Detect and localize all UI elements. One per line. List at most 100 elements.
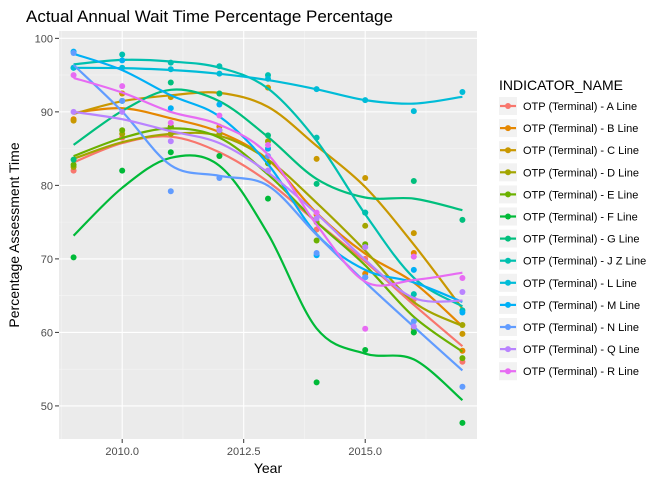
data-point — [119, 51, 126, 58]
data-point — [70, 254, 77, 261]
data-point — [119, 97, 126, 104]
data-point — [362, 244, 369, 251]
data-point — [167, 105, 174, 112]
data-point — [459, 419, 466, 426]
legend-item: OTP (Terminal) - A Line — [499, 97, 637, 115]
data-point — [313, 250, 320, 257]
legend-label: OTP (Terminal) - E Line — [523, 189, 638, 201]
data-point — [167, 149, 174, 156]
y-tick-label: 100 — [35, 33, 53, 45]
series-6 — [70, 149, 466, 426]
legend-label: OTP (Terminal) - A Line — [523, 101, 637, 113]
series-12 — [70, 108, 466, 330]
data-point — [70, 161, 77, 168]
data-point — [410, 253, 417, 260]
legend-key-point — [505, 346, 511, 353]
series-13 — [70, 72, 466, 332]
data-point — [410, 318, 417, 325]
data-point — [410, 329, 417, 336]
legend-key-point — [505, 213, 511, 220]
legend-item: OTP (Terminal) - B Line — [499, 119, 638, 138]
data-point — [216, 127, 223, 134]
x-tick-label: 2010.0 — [105, 446, 139, 458]
legend-item: OTP (Terminal) - D Line — [499, 163, 639, 182]
data-point — [216, 101, 223, 108]
legend-item: OTP (Terminal) - C Line — [499, 141, 639, 160]
legend-label: OTP (Terminal) - F Line — [523, 212, 638, 224]
legend-key-point — [505, 257, 511, 264]
data-point — [119, 108, 126, 115]
legend-key-point — [505, 147, 511, 154]
legend-key-point — [505, 125, 511, 132]
data-point — [459, 216, 466, 223]
legend-label: OTP (Terminal) - R Line — [523, 366, 639, 378]
data-point — [362, 274, 369, 281]
y-tick-label: 80 — [41, 180, 53, 192]
legend-item: OTP (Terminal) - N Line — [499, 318, 639, 336]
data-point — [362, 97, 369, 104]
legend-item: OTP (Terminal) - F Line — [499, 207, 638, 226]
legend-items: OTP (Terminal) - A Line OTP (Terminal) - … — [499, 97, 646, 381]
legend-label: OTP (Terminal) - B Line — [523, 123, 638, 135]
legend-key-point — [505, 103, 511, 109]
series-layer — [70, 48, 466, 426]
data-point — [167, 59, 174, 66]
series-line — [73, 52, 463, 303]
data-point — [362, 222, 369, 229]
data-point — [313, 237, 320, 244]
data-point — [313, 209, 320, 216]
legend-key-point — [505, 368, 511, 375]
legend-label: OTP (Terminal) - Q Line — [523, 344, 640, 356]
legend-key-point — [505, 191, 511, 198]
y-tick-label: 70 — [41, 254, 53, 266]
x-tick-label: 2012.5 — [227, 446, 261, 458]
legend-item: OTP (Terminal) - J Z Line — [499, 251, 646, 270]
y-tick-label: 60 — [41, 327, 53, 339]
legend-key-point — [505, 301, 511, 308]
data-point — [265, 75, 271, 82]
legend-item: OTP (Terminal) - R Line — [499, 362, 639, 381]
data-point — [362, 347, 369, 354]
legend: INDICATOR_NAME OTP (Terminal) - A LineOT… — [499, 77, 646, 381]
data-point — [119, 83, 126, 90]
data-point — [410, 323, 417, 330]
x-axis: 2010.0 2012.5 2015.0 — [105, 439, 382, 458]
legend-label: OTP (Terminal) - C Line — [523, 145, 639, 157]
legend-label: OTP (Terminal) - J Z Line — [523, 256, 646, 268]
data-point — [70, 72, 77, 79]
data-point — [119, 57, 126, 64]
data-point — [362, 325, 369, 332]
series-11 — [70, 50, 466, 390]
data-point — [70, 156, 77, 163]
legend-item: OTP (Terminal) - M Line — [499, 295, 640, 314]
data-point — [167, 119, 174, 126]
legend-key-point — [505, 279, 511, 286]
series-9 — [70, 64, 466, 115]
data-point — [410, 108, 417, 115]
data-point — [459, 355, 466, 362]
data-point — [313, 134, 320, 141]
data-point — [313, 86, 320, 93]
x-axis-title: Year — [254, 460, 283, 476]
legend-key-point — [505, 324, 511, 330]
data-point — [216, 90, 223, 97]
legend-label: OTP (Terminal) - N Line — [523, 322, 639, 334]
data-point — [167, 138, 174, 145]
data-point — [216, 70, 223, 77]
data-point — [459, 288, 466, 295]
data-point — [410, 291, 417, 298]
legend-item: OTP (Terminal) - G Line — [499, 229, 640, 248]
data-point — [459, 322, 466, 329]
data-point — [362, 209, 369, 216]
data-point — [119, 167, 126, 174]
data-point — [410, 266, 417, 273]
series-line — [73, 76, 463, 287]
data-point — [216, 63, 223, 70]
y-axis-title: Percentage Assessment Time — [6, 142, 22, 327]
series-line — [72, 64, 464, 372]
series-7 — [70, 79, 466, 223]
data-point — [216, 152, 223, 159]
x-tick-label: 2015.0 — [348, 446, 382, 458]
legend-key-point — [505, 235, 511, 242]
data-point — [313, 215, 320, 222]
